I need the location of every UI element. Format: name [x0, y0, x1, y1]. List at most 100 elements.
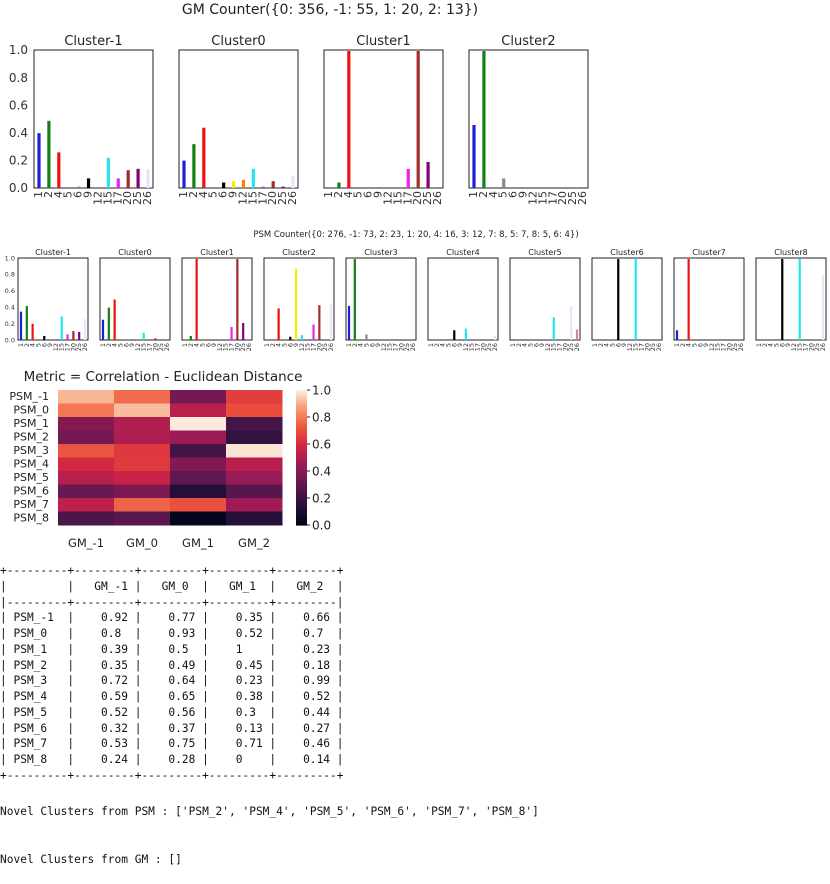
- colorbar-segment: [296, 441, 307, 445]
- y-tick-label: 0.8: [9, 71, 28, 85]
- correlation-table: +---------+---------+---------+---------…: [0, 563, 830, 784]
- novel-clusters-psm: Novel Clusters from PSM : ['PSM_2', 'PSM…: [0, 805, 539, 818]
- heatmap-cell: [226, 444, 283, 458]
- bar-25: [242, 322, 245, 340]
- heatmap-cell: [226, 484, 283, 499]
- heatmap-col-label: GM_2: [238, 536, 270, 550]
- colorbar-segment: [296, 520, 307, 524]
- bar-17: [312, 324, 315, 340]
- x-tick-label: 6: [362, 191, 375, 198]
- x-tick-label: 12: [91, 191, 104, 205]
- colorbar-segment: [296, 455, 307, 459]
- x-tick-label: 5: [34, 343, 42, 347]
- x-tick-label: 12: [298, 343, 306, 351]
- x-tick-label: 2: [187, 343, 195, 347]
- bar-15: [634, 259, 637, 340]
- bar-12: [300, 335, 304, 340]
- x-tick-label: 12: [708, 343, 716, 351]
- bar-26: [291, 175, 295, 188]
- y-tick-label: 0.6: [5, 287, 15, 295]
- y-tick-label: 0.0: [9, 181, 28, 195]
- heatmap-col-label: GM_1: [182, 536, 214, 550]
- heatmap-row-label: PSM_7: [13, 498, 49, 511]
- x-tick-label: 20: [556, 191, 569, 205]
- x-tick-label: 20: [643, 343, 651, 351]
- bar-15: [798, 259, 801, 340]
- psm-panel-title: Cluster2: [282, 248, 315, 257]
- x-tick-label: 15: [468, 343, 476, 351]
- x-tick-label: 12: [790, 343, 798, 351]
- heatmap-cell: [170, 444, 227, 458]
- x-tick-label: 5: [62, 191, 75, 198]
- colorbar-segment: [296, 414, 307, 418]
- colorbar-segment: [296, 468, 307, 472]
- x-tick-label: 17: [111, 191, 124, 205]
- x-tick-label: 4: [111, 343, 119, 347]
- colorbar-segment: [296, 450, 307, 454]
- colorbar-segment: [296, 459, 307, 463]
- colorbar-segment: [296, 495, 307, 499]
- x-tick-label: 26: [431, 191, 444, 205]
- colorbar-segment: [296, 498, 307, 501]
- x-tick-label: 25: [649, 343, 657, 351]
- x-tick-label: 4: [193, 343, 201, 347]
- bar-20: [236, 259, 239, 340]
- x-tick-label: 6: [532, 343, 540, 347]
- x-tick-label: 26: [245, 343, 253, 351]
- bar-4: [277, 308, 280, 340]
- y-tick-label: 0.4: [5, 303, 15, 311]
- x-tick-label: 9: [128, 343, 136, 347]
- x-tick-label: 5: [362, 343, 370, 347]
- x-tick-label: 20: [69, 343, 77, 351]
- x-tick-label: 4: [767, 343, 775, 347]
- x-tick-label: 20: [397, 343, 405, 351]
- gm-counter-title: GM Counter({0: 356, -1: 55, 1: 20, 2: 13…: [182, 2, 478, 18]
- bar-25: [136, 168, 140, 188]
- x-tick-label: 12: [236, 191, 249, 205]
- x-tick-label: 26: [141, 191, 154, 205]
- colorbar-segment: [296, 428, 307, 432]
- heatmap-cell: [58, 403, 115, 418]
- heatmap-row-label: PSM_-1: [9, 390, 49, 403]
- x-tick-label: 6: [204, 343, 212, 347]
- colorbar-segment: [296, 394, 307, 398]
- bar-4: [347, 51, 351, 188]
- colorbar-tick-label: 0.8: [312, 411, 331, 425]
- colorbar-segment: [296, 390, 307, 393]
- bar-15: [552, 317, 555, 340]
- y-tick-label: 0.2: [9, 154, 28, 168]
- bar-15: [142, 332, 145, 340]
- heatmap-cell: [226, 403, 283, 418]
- x-tick-label: 1: [181, 343, 189, 347]
- x-tick-label: 15: [246, 191, 259, 205]
- x-tick-label: 12: [544, 343, 552, 351]
- x-tick-label: 9: [784, 343, 792, 347]
- x-tick-label: 20: [315, 343, 323, 351]
- bar-2: [47, 120, 51, 188]
- x-tick-label: 9: [538, 343, 546, 347]
- x-tick-label: 20: [121, 191, 134, 205]
- colorbar-segment: [296, 502, 307, 506]
- colorbar-segment: [296, 516, 307, 519]
- x-tick-label: 6: [40, 343, 48, 347]
- colorbar-segment: [296, 408, 307, 411]
- heatmap-cell: [114, 444, 171, 458]
- colorbar-segment: [296, 419, 307, 423]
- x-tick-label: 15: [550, 343, 558, 351]
- bar-6: [453, 330, 456, 340]
- heatmap-cell: [170, 511, 227, 526]
- colorbar-segment: [296, 439, 307, 443]
- bar-25: [78, 331, 81, 340]
- x-tick-label: 9: [227, 191, 240, 198]
- x-tick-label: 12: [462, 343, 470, 351]
- colorbar-segment: [296, 471, 307, 474]
- x-tick-label: 6: [122, 343, 130, 347]
- bar-5: [502, 178, 506, 188]
- psm-panel-title: Cluster7: [692, 248, 725, 257]
- x-tick-label: 5: [497, 191, 510, 198]
- x-tick-label: 17: [392, 343, 400, 351]
- x-tick-label: 4: [521, 343, 529, 347]
- psm-counter-title: PSM Counter({0: 276, -1: 73, 2: 23, 1: 2…: [253, 230, 578, 240]
- x-tick-label: 4: [342, 191, 355, 198]
- x-tick-label: 25: [403, 343, 411, 351]
